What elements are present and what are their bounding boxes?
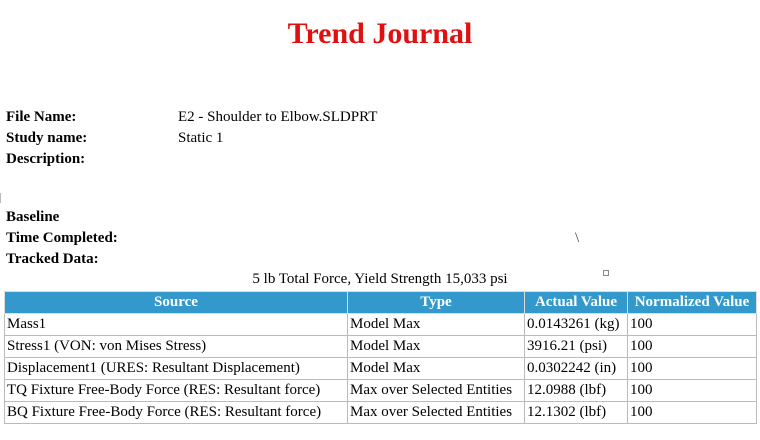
- table-row: Mass1 Model Max 0.0143261 (kg) 100: [4, 313, 757, 336]
- cell-source: Stress1 (VON: von Mises Stress): [4, 335, 348, 358]
- time-completed-mark: \: [575, 230, 580, 246]
- table-row: Stress1 (VON: von Mises Stress) Model Ma…: [4, 335, 757, 358]
- cell-type: Model Max: [347, 335, 525, 358]
- tracked-data-label: Tracked Data:: [6, 251, 99, 267]
- cell-type: Max over Selected Entities: [347, 401, 525, 424]
- cell-type: Model Max: [347, 357, 525, 380]
- cell-normalized-value: 100: [627, 357, 757, 380]
- table-row: BQ Fixture Free-Body Force (RES: Resulta…: [4, 401, 757, 424]
- placeholder-image-icon: [603, 270, 609, 276]
- cell-type: Max over Selected Entities: [347, 379, 525, 402]
- table-caption: 5 lb Total Force, Yield Strength 15,033 …: [252, 271, 508, 287]
- table-row: TQ Fixture Free-Body Force (RES: Resulta…: [4, 379, 757, 402]
- header-source: Source: [4, 291, 348, 314]
- study-name-label: Study name:: [6, 130, 88, 146]
- cell-normalized-value: 100: [627, 335, 757, 358]
- cell-source: Mass1: [4, 313, 348, 336]
- page-title: Trend Journal: [287, 17, 473, 50]
- table-header-row: Source Type Actual Value Normalized Valu…: [4, 291, 757, 314]
- divider-mark: [0, 193, 2, 203]
- tracked-data-table: Source Type Actual Value Normalized Valu…: [4, 291, 757, 424]
- cell-actual-value: 0.0302242 (in): [524, 357, 628, 380]
- cell-actual-value: 12.0988 (lbf): [524, 379, 628, 402]
- header-normalized-value: Normalized Value: [627, 291, 757, 314]
- cell-actual-value: 12.1302 (lbf): [524, 401, 628, 424]
- file-name-value: E2 - Shoulder to Elbow.SLDPRT: [178, 109, 378, 125]
- cell-actual-value: 0.0143261 (kg): [524, 313, 628, 336]
- cell-type: Model Max: [347, 313, 525, 336]
- cell-source: BQ Fixture Free-Body Force (RES: Resulta…: [4, 401, 348, 424]
- cell-actual-value: 3916.21 (psi): [524, 335, 628, 358]
- file-name-label: File Name:: [6, 109, 77, 125]
- time-completed-label: Time Completed:: [6, 230, 118, 246]
- cell-normalized-value: 100: [627, 313, 757, 336]
- baseline-label: Baseline: [6, 209, 60, 225]
- header-actual-value: Actual Value: [524, 291, 628, 314]
- cell-source: Displacement1 (URES: Resultant Displacem…: [4, 357, 348, 380]
- cell-source: TQ Fixture Free-Body Force (RES: Resulta…: [4, 379, 348, 402]
- header-type: Type: [347, 291, 525, 314]
- description-label: Description:: [6, 151, 86, 167]
- cell-normalized-value: 100: [627, 379, 757, 402]
- cell-normalized-value: 100: [627, 401, 757, 424]
- study-name-value: Static 1: [178, 130, 224, 146]
- table-row: Displacement1 (URES: Resultant Displacem…: [4, 357, 757, 380]
